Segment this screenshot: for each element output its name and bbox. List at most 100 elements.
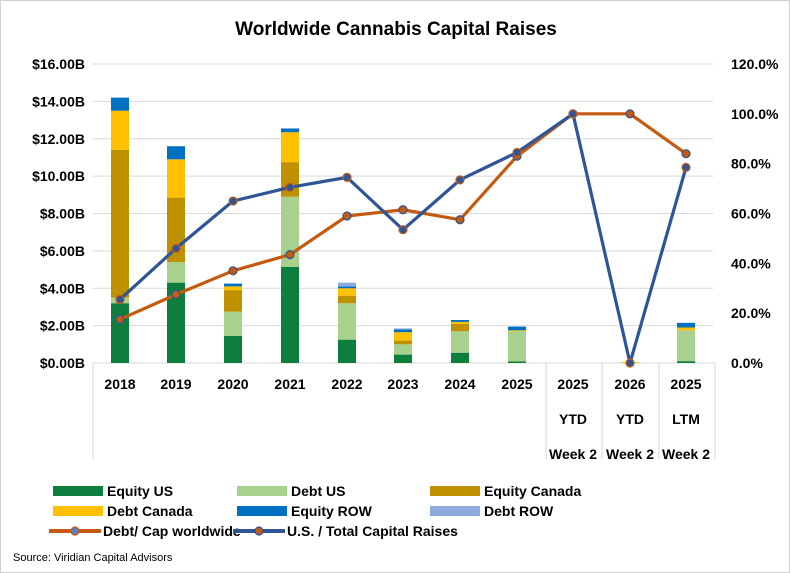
legend-item-debt-us: Debt US xyxy=(237,483,345,499)
data-point-us-total xyxy=(228,196,238,206)
legend-label: Debt ROW xyxy=(484,503,554,519)
legend-swatch xyxy=(237,506,287,516)
data-point-debt-cap xyxy=(681,149,691,159)
bar-segment-debt-canada xyxy=(167,159,185,198)
x-tick-label: 2025 xyxy=(557,376,588,392)
legend-swatch xyxy=(430,486,480,496)
x-tick-label: 2023 xyxy=(387,376,418,392)
bar-segment-equity-row xyxy=(167,146,185,160)
bar-segment-debt-us xyxy=(338,303,356,340)
legend-label: Debt Canada xyxy=(107,503,193,519)
bar-segment-equity-row xyxy=(338,286,356,289)
legend-label: Equity ROW xyxy=(291,503,372,519)
x-tick-label: LTM xyxy=(672,411,700,427)
bar-segment-debt-row xyxy=(338,282,356,287)
data-point-debt-cap xyxy=(228,266,238,276)
bar-segment-equity-us xyxy=(224,335,242,363)
legend-item-equity-row: Equity ROW xyxy=(237,503,372,519)
x-tick-label: 2026 xyxy=(614,376,645,392)
legend-item-debt-cap: Debt/ Cap worldwide xyxy=(47,523,241,539)
data-point-us-total xyxy=(398,225,408,235)
y-right-tick-label: 120.0% xyxy=(731,56,779,72)
x-tick-label: YTD xyxy=(559,411,587,427)
data-point-debt-cap xyxy=(285,250,295,260)
legend-swatch xyxy=(53,486,103,496)
y-left-tick-label: $14.00B xyxy=(32,93,85,109)
bar-segment-debt-canada xyxy=(508,330,526,332)
bar-segment-equity-us xyxy=(281,266,299,363)
bar-segment-equity-row xyxy=(224,283,242,287)
legend-item-equity-us: Equity US xyxy=(53,483,173,499)
data-point-us-total xyxy=(342,172,352,182)
y-left-tick-label: $10.00B xyxy=(32,168,85,184)
x-tick-label: 2022 xyxy=(331,376,362,392)
bar-segment-equity-us xyxy=(508,361,526,363)
data-point-us-total xyxy=(512,147,522,158)
y-right-tick-label: 0.0% xyxy=(731,355,763,371)
x-tick-label: 2018 xyxy=(104,376,135,392)
data-point-debt-cap xyxy=(398,205,408,215)
bar-segment-debt-canada xyxy=(111,110,129,150)
data-point-debt-cap xyxy=(115,314,125,324)
y-right-tick-label: 80.0% xyxy=(731,156,771,172)
data-point-us-total xyxy=(625,358,635,368)
bar-segment-equity-row xyxy=(111,97,129,111)
x-tick-label: Week 2 xyxy=(549,446,597,462)
bar-segment-debt-us xyxy=(167,262,185,283)
y-right-tick-label: 40.0% xyxy=(731,255,771,271)
legend-swatch xyxy=(237,486,287,496)
legend-label: Equity Canada xyxy=(484,483,582,499)
y-right-tick-label: 20.0% xyxy=(731,305,771,321)
chart-plot: $0.00B $2.00B $4.00B $6.00B $8.00B $10.00B $12… xyxy=(32,56,779,462)
x-tick-label: 2025 xyxy=(670,376,701,392)
x-tick-label: 2020 xyxy=(217,376,248,392)
bar-segment-equity-canada xyxy=(338,295,356,304)
legend-swatch xyxy=(430,506,480,516)
y-right-tick-label: 100.0% xyxy=(731,106,779,122)
bar-segment-debt-us xyxy=(394,344,412,355)
x-tick-label: 2025 xyxy=(501,376,532,392)
x-tick-label: YTD xyxy=(616,411,644,427)
legend-label: Equity US xyxy=(107,483,174,499)
data-point-debt-cap xyxy=(342,211,352,221)
bar-segment-debt-row xyxy=(394,328,412,330)
legend-item-debt-canada: Debt Canada xyxy=(53,503,193,519)
bar-segment-equity-us xyxy=(111,303,129,363)
bar-segment-equity-canada xyxy=(224,290,242,312)
data-point-debt-cap xyxy=(171,289,181,300)
data-point-debt-cap xyxy=(455,215,465,225)
bar-segment-equity-us xyxy=(167,282,185,363)
bar-segment-debt-us xyxy=(677,330,695,362)
legend-line-marker-icon xyxy=(49,526,101,536)
bar-segment-equity-us xyxy=(451,352,469,363)
bar-segment-debt-us xyxy=(281,196,299,267)
data-point-us-total xyxy=(115,294,125,305)
bar-segment-debt-us xyxy=(451,331,469,353)
bar-segment-equity-row xyxy=(508,326,526,331)
data-point-us-total xyxy=(171,243,181,253)
data-point-us-total xyxy=(681,162,691,173)
bar-segment-equity-row xyxy=(451,320,469,322)
legend-item-debt-row: Debt ROW xyxy=(430,503,553,519)
bar-segment-equity-row xyxy=(677,322,695,328)
data-point-debt-cap xyxy=(625,109,635,119)
bar-segment-equity-row xyxy=(394,329,412,333)
x-tick-label: 2019 xyxy=(160,376,191,392)
source-note: Source: Viridian Capital Advisors xyxy=(13,552,173,564)
y-left-tick-label: $12.00B xyxy=(32,131,85,147)
legend-item-us-total: U.S. / Total Capital Raises xyxy=(231,523,458,539)
y-left-tick-label: $2.00B xyxy=(40,318,85,334)
bar-segment-equity-canada xyxy=(451,323,469,332)
y-left-tick-label: $16.00B xyxy=(32,56,85,72)
legend-swatch xyxy=(53,506,103,516)
bar-segment-debt-canada xyxy=(281,132,299,163)
data-point-us-total xyxy=(568,109,578,119)
bar-segment-equity-row xyxy=(281,128,299,133)
data-point-us-total xyxy=(455,175,465,185)
y-left-tick-label: $4.00B xyxy=(40,280,85,296)
x-tick-label: 2021 xyxy=(274,376,305,392)
legend-label: Debt US xyxy=(291,483,346,499)
legend-line-marker-icon xyxy=(233,526,285,536)
data-point-us-total xyxy=(285,182,295,192)
